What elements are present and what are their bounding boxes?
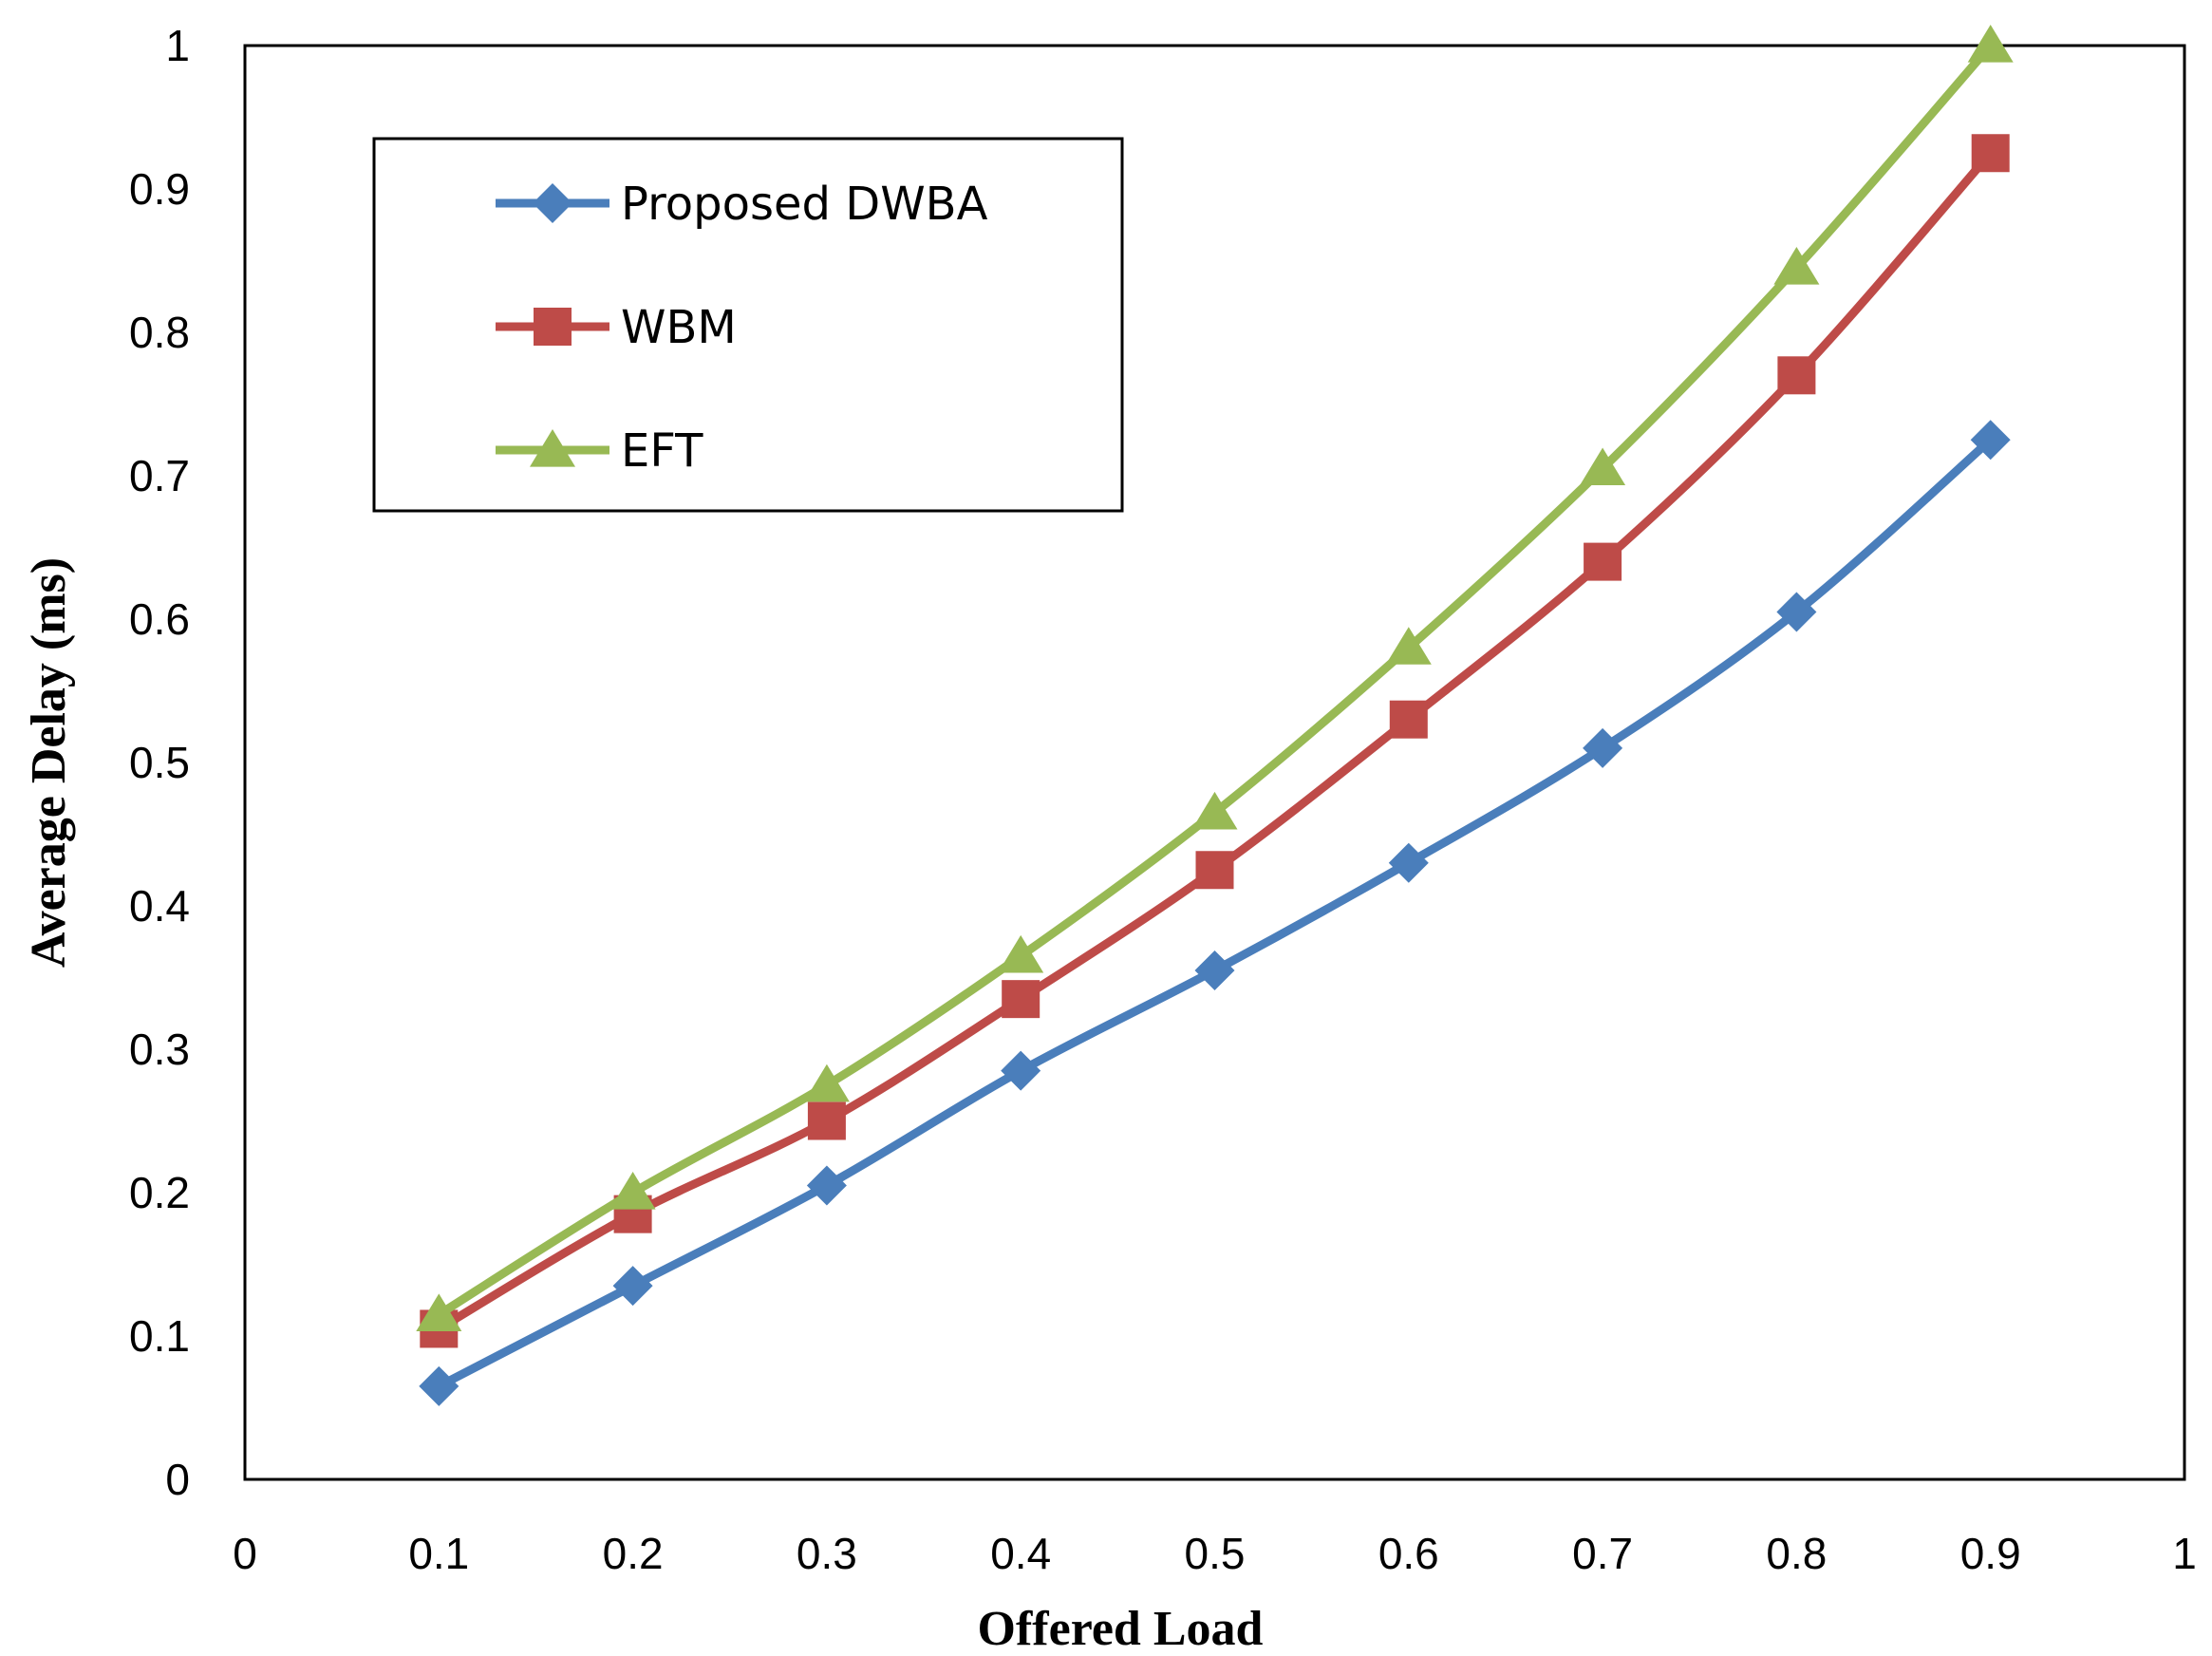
x-tick-label: 0.1 bbox=[408, 1529, 469, 1578]
data-point-wbm bbox=[1195, 851, 1234, 890]
data-point-proposed-dwba bbox=[1001, 1050, 1041, 1091]
data-point-wbm bbox=[1777, 356, 1816, 395]
y-tick-label: 0.4 bbox=[129, 881, 190, 931]
y-axis-title: Average Delay (ms) bbox=[22, 557, 76, 968]
data-point-proposed-dwba bbox=[1970, 420, 2011, 461]
data-point-proposed-dwba bbox=[1776, 592, 1817, 632]
y-tick-label: 0.2 bbox=[129, 1168, 190, 1217]
y-tick-labels: 0 0.1 0.2 0.3 0.4 0.5 0.6 0.7 0.8 0.9 1 bbox=[129, 21, 190, 1504]
x-tick-label: 0.8 bbox=[1766, 1529, 1827, 1578]
x-tick-label: 0 bbox=[233, 1529, 257, 1578]
series-eft bbox=[416, 25, 2014, 1331]
series-proposed-dwba bbox=[419, 420, 2011, 1406]
legend-item-proposed-dwba: Proposed DWBA bbox=[496, 178, 988, 231]
legend-label-proposed-dwba: Proposed DWBA bbox=[621, 178, 988, 231]
data-point-eft bbox=[609, 1172, 656, 1210]
data-point-proposed-dwba bbox=[1194, 950, 1235, 990]
data-point-wbm bbox=[1584, 542, 1622, 581]
data-point-wbm bbox=[1971, 134, 2010, 173]
data-point-proposed-dwba bbox=[419, 1365, 459, 1406]
series-layer bbox=[416, 25, 2014, 1406]
x-tick-label: 0.9 bbox=[1960, 1529, 2021, 1578]
legend-item-wbm: WBM bbox=[496, 301, 737, 354]
y-tick-label: 0.9 bbox=[129, 164, 190, 214]
x-tick-label: 1 bbox=[2172, 1529, 2197, 1578]
series-line-eft bbox=[434, 41, 1996, 1319]
y-tick-label: 0.1 bbox=[129, 1311, 190, 1361]
y-tick-label: 0.8 bbox=[129, 308, 190, 357]
data-point-eft bbox=[1191, 791, 1238, 830]
data-point-proposed-dwba bbox=[1583, 727, 1623, 768]
legend: Proposed DWBA WBM EFT bbox=[372, 137, 1124, 513]
x-tick-label: 0.3 bbox=[797, 1529, 857, 1578]
data-point-wbm bbox=[807, 1101, 846, 1140]
y-tick-label: 0.6 bbox=[129, 594, 190, 644]
data-point-eft bbox=[803, 1063, 850, 1102]
legend-marker-wbm bbox=[534, 308, 572, 346]
y-tick-label: 0.5 bbox=[129, 738, 190, 787]
data-point-proposed-dwba bbox=[1388, 842, 1429, 883]
x-axis-title: Offered Load bbox=[978, 1602, 1264, 1656]
y-tick-label: 0.3 bbox=[129, 1025, 190, 1074]
legend-marker-eft bbox=[530, 429, 575, 467]
x-tick-label: 0.2 bbox=[603, 1529, 664, 1578]
y-tick-label: 0.7 bbox=[129, 451, 190, 500]
y-tick-label: 0 bbox=[165, 1455, 190, 1504]
x-tick-label: 0.5 bbox=[1185, 1529, 1246, 1578]
data-point-eft bbox=[1385, 627, 1432, 665]
x-tick-label: 0.6 bbox=[1378, 1529, 1439, 1578]
y-tick-label: 1 bbox=[165, 21, 190, 70]
data-point-proposed-dwba bbox=[806, 1165, 847, 1206]
data-point-eft bbox=[998, 934, 1044, 973]
legend-marker-proposed-dwba bbox=[533, 183, 572, 223]
data-point-eft bbox=[1773, 247, 1820, 285]
data-point-wbm bbox=[1389, 700, 1428, 739]
legend-items: Proposed DWBA WBM EFT bbox=[496, 178, 988, 478]
x-tick-labels: 0 0.1 0.2 0.3 0.4 0.5 0.6 0.7 0.8 0.9 1 bbox=[233, 1529, 2197, 1578]
data-point-eft bbox=[1580, 447, 1626, 486]
legend-label-eft: EFT bbox=[621, 424, 703, 478]
data-point-eft bbox=[1967, 25, 2014, 63]
data-point-eft bbox=[416, 1293, 462, 1331]
x-tick-label: 0.7 bbox=[1572, 1529, 1633, 1578]
legend-label-wbm: WBM bbox=[621, 301, 737, 354]
data-point-wbm bbox=[1002, 980, 1040, 1019]
x-tick-label: 0.4 bbox=[990, 1529, 1051, 1578]
legend-item-eft: EFT bbox=[496, 424, 703, 478]
data-point-proposed-dwba bbox=[612, 1266, 653, 1307]
